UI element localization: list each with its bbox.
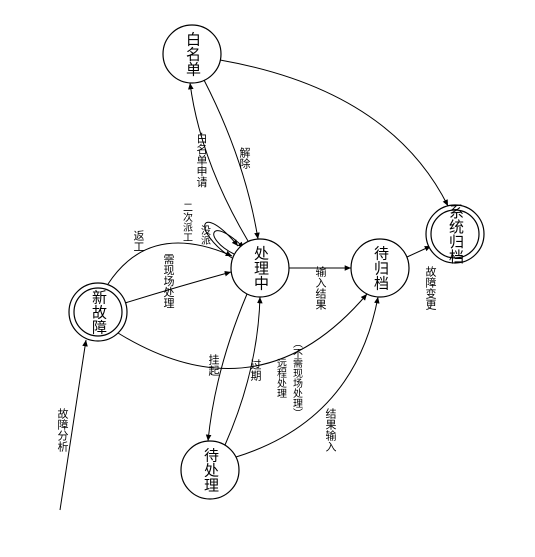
edge-fault-analysis-label: 故障分析 bbox=[56, 407, 69, 453]
node-to-archive-label: 待归档 bbox=[372, 246, 389, 291]
state-diagram: 故障分析 需现场处理 返工 远程处理 （不需现场处理） 白名单申请 解除 输入结… bbox=[0, 0, 535, 557]
node-to-archive: 待归档 bbox=[351, 239, 409, 297]
edge-fault-analysis: 故障分析 bbox=[56, 340, 86, 510]
edge-release: 解除 bbox=[204, 80, 258, 239]
node-whitelist: 白名单 bbox=[163, 25, 221, 83]
node-pending-label: 待处理 bbox=[202, 448, 219, 493]
edge-return-label: 返工 bbox=[132, 230, 145, 252]
edge-release-label: 解除 bbox=[238, 146, 251, 169]
edge-need-site-label: 需现场处理 bbox=[162, 253, 175, 308]
node-processing: 处理中 bbox=[231, 239, 289, 297]
edge-remote-label-a: 远程处理 bbox=[275, 358, 287, 398]
node-pending: 待处理 bbox=[181, 441, 239, 499]
node-new-fault-label: 新故障 bbox=[90, 290, 107, 335]
edge-input-result: 输入结果 bbox=[289, 265, 351, 311]
edge-input-result-label: 输入结果 bbox=[314, 265, 327, 311]
edge-expire: 过期 bbox=[225, 297, 262, 445]
edge-remote-label-b: （不需现场处理） bbox=[291, 338, 303, 418]
node-whitelist-label: 白名单 bbox=[184, 32, 201, 77]
edge-fault-change: 故障变更 bbox=[407, 246, 437, 311]
node-new-fault: 新故障 bbox=[69, 283, 127, 341]
edge-need-site: 需现场处理 bbox=[125, 253, 231, 308]
edge-expire-label: 过期 bbox=[249, 359, 262, 382]
edge-no-fault-label: 没派 bbox=[199, 225, 211, 245]
edge-wl-archive bbox=[220, 60, 448, 206]
node-processing-label: 处理中 bbox=[252, 246, 269, 291]
edge-secondary-label: 二次派工 bbox=[181, 202, 193, 242]
node-archived: 系统归档 bbox=[426, 204, 484, 264]
node-archived-label: 系统归档 bbox=[447, 204, 464, 264]
edge-hangup-label: 挂起 bbox=[207, 353, 220, 377]
edge-result-input-label: 结果输入 bbox=[324, 408, 337, 452]
edge-fault-change-label: 故障变更 bbox=[424, 265, 437, 311]
edge-whitelist-apply-label: 白名单申请 bbox=[195, 131, 208, 188]
